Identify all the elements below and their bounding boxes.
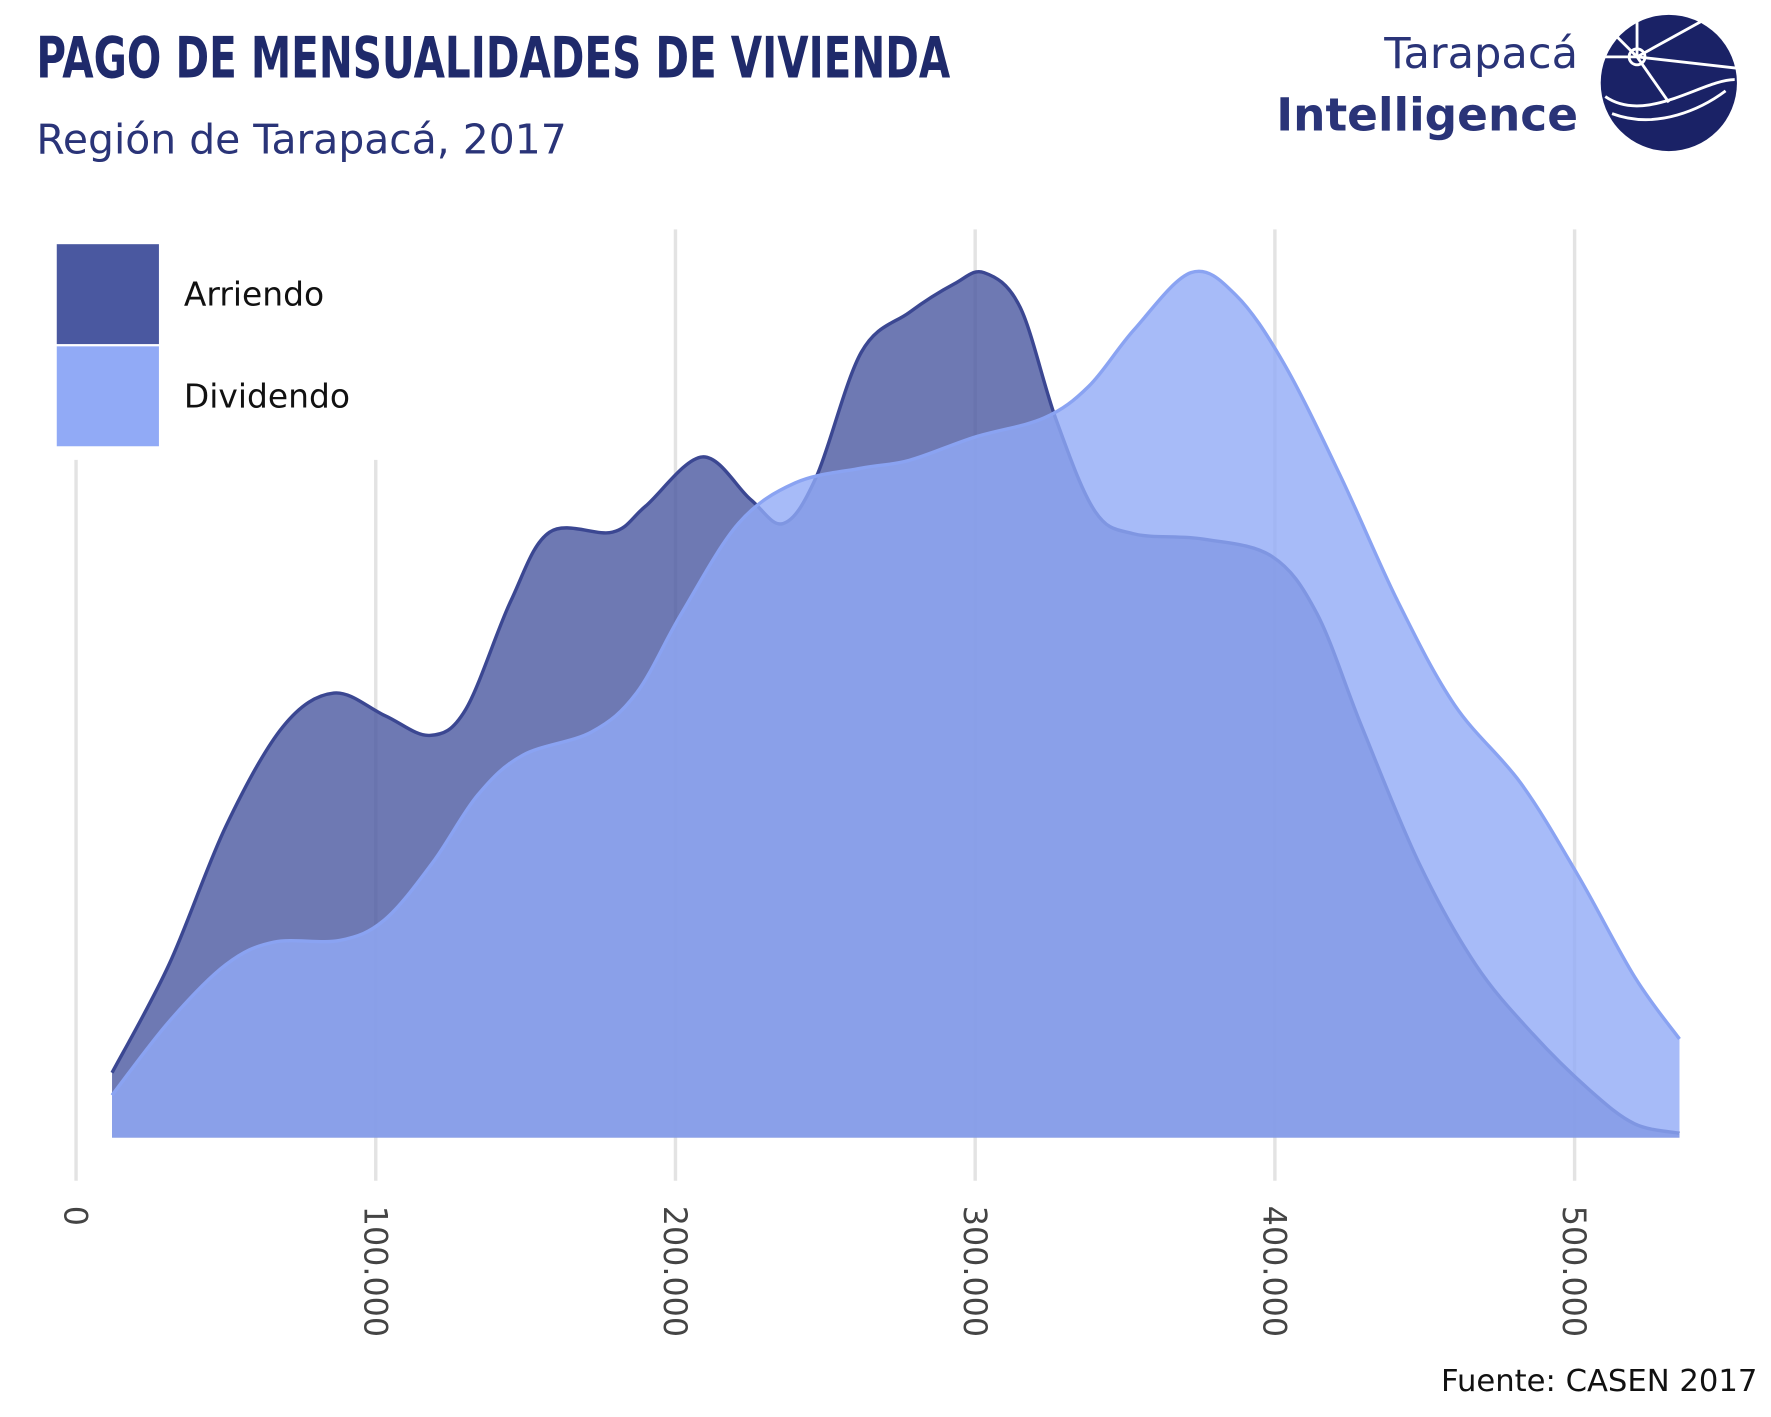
density-area bbox=[112, 271, 1680, 1138]
logo-text: Tarapacá bbox=[1383, 29, 1578, 79]
x-tick-label: 0 bbox=[57, 1206, 93, 1226]
x-axis: 0 100.000 200.000 300.000 400.000 500.000 bbox=[57, 1206, 1592, 1337]
x-tick-label: 500.000 bbox=[1555, 1206, 1591, 1337]
logo-lines bbox=[1602, 19, 1738, 122]
x-tick-label: 200.000 bbox=[656, 1206, 692, 1337]
legend-swatch bbox=[56, 346, 159, 447]
x-tick-label: 300.000 bbox=[956, 1206, 992, 1337]
plot-area bbox=[110, 269, 1681, 1138]
density-line bbox=[110, 269, 1681, 1097]
chart-subtitle: Región de Tarapacá, 2017 bbox=[36, 115, 566, 163]
chart-title: PAGO DE MENSUALIDADES DE VIVIENDA bbox=[36, 25, 950, 91]
logo-text: Intelligence bbox=[1276, 89, 1578, 142]
x-tick-label: 400.000 bbox=[1256, 1206, 1292, 1337]
logo: Tarapacá Intelligence bbox=[1276, 14, 1738, 152]
x-tick-label: 100.000 bbox=[356, 1206, 392, 1337]
legend: Arriendo Dividendo bbox=[56, 244, 350, 447]
source-note: Fuente: CASEN 2017 bbox=[1441, 1364, 1757, 1399]
legend-label: Dividendo bbox=[184, 377, 350, 416]
legend-label: Arriendo bbox=[184, 274, 324, 313]
legend-swatch bbox=[56, 244, 159, 345]
